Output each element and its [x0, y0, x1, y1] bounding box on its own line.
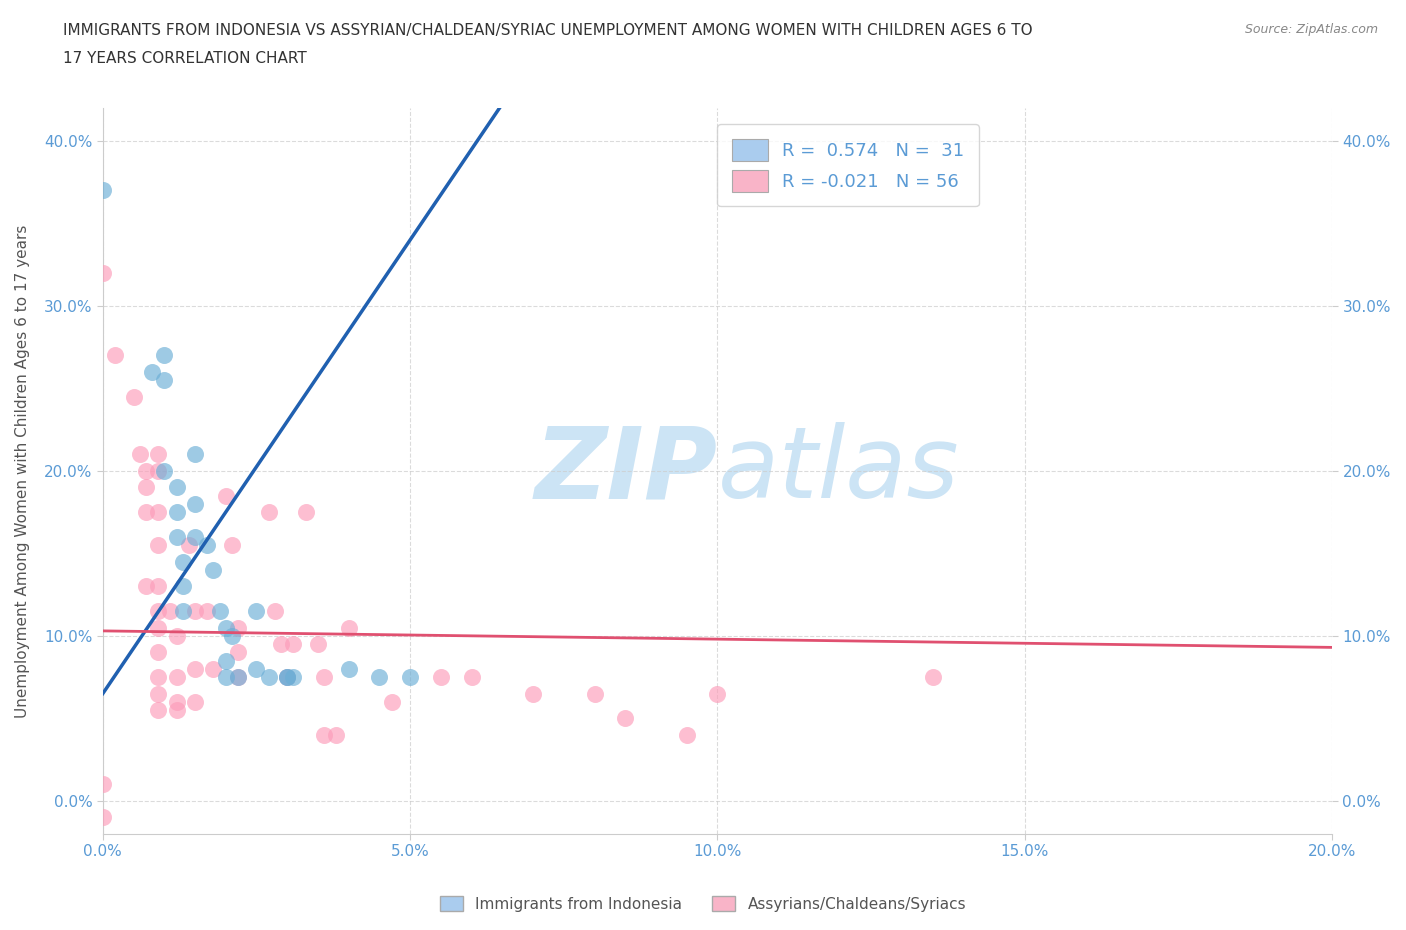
Point — [91, 183, 114, 198]
Point — [166, 505, 188, 520]
Point — [91, 265, 114, 280]
Point — [135, 463, 157, 478]
Point — [312, 670, 335, 684]
Point — [172, 604, 194, 618]
Point — [184, 695, 207, 710]
Point — [153, 373, 176, 388]
Point — [226, 670, 249, 684]
Point — [184, 529, 207, 544]
Point — [135, 505, 157, 520]
Point — [283, 637, 305, 652]
Text: 17 YEARS CORRELATION CHART: 17 YEARS CORRELATION CHART — [63, 51, 307, 66]
Point — [215, 653, 238, 668]
Y-axis label: Unemployment Among Women with Children Ages 6 to 17 years: Unemployment Among Women with Children A… — [15, 224, 30, 718]
Point — [195, 538, 218, 552]
Point — [195, 604, 218, 618]
Point — [264, 604, 287, 618]
Point — [166, 695, 188, 710]
Point — [146, 604, 169, 618]
Point — [135, 578, 157, 593]
Point — [257, 670, 280, 684]
Point — [270, 637, 292, 652]
Point — [166, 629, 188, 644]
Point — [614, 711, 637, 725]
Point — [294, 505, 316, 520]
Point — [276, 670, 298, 684]
Point — [368, 670, 391, 684]
Point — [337, 620, 360, 635]
Point — [522, 686, 544, 701]
Text: ZIP: ZIP — [534, 422, 717, 519]
Point — [184, 604, 207, 618]
Point — [122, 390, 145, 405]
Point — [91, 810, 114, 825]
Point — [276, 670, 298, 684]
Point — [146, 578, 169, 593]
Point — [104, 348, 127, 363]
Point — [202, 563, 225, 578]
Point — [128, 447, 150, 462]
Point — [276, 670, 298, 684]
Point — [381, 695, 404, 710]
Point — [146, 644, 169, 659]
Point — [91, 777, 114, 791]
Point — [141, 365, 163, 379]
Point — [226, 670, 249, 684]
Point — [153, 463, 176, 478]
Point — [245, 604, 267, 618]
Point — [166, 480, 188, 495]
Point — [921, 670, 943, 684]
Point — [202, 661, 225, 676]
Point — [283, 670, 305, 684]
Point — [325, 727, 347, 742]
Point — [146, 670, 169, 684]
Point — [226, 644, 249, 659]
Point — [153, 348, 176, 363]
Point — [184, 447, 207, 462]
Point — [184, 661, 207, 676]
Point — [159, 604, 181, 618]
Point — [146, 505, 169, 520]
Point — [307, 637, 329, 652]
Point — [146, 447, 169, 462]
Point — [208, 604, 231, 618]
Legend: Immigrants from Indonesia, Assyrians/Chaldeans/Syriacs: Immigrants from Indonesia, Assyrians/Cha… — [433, 889, 973, 918]
Point — [257, 505, 280, 520]
Point — [460, 670, 482, 684]
Point — [184, 497, 207, 512]
Text: IMMIGRANTS FROM INDONESIA VS ASSYRIAN/CHALDEAN/SYRIAC UNEMPLOYMENT AMONG WOMEN W: IMMIGRANTS FROM INDONESIA VS ASSYRIAN/CH… — [63, 23, 1033, 38]
Legend: R =  0.574   N =  31, R = -0.021   N = 56: R = 0.574 N = 31, R = -0.021 N = 56 — [717, 125, 979, 206]
Point — [221, 629, 243, 644]
Point — [399, 670, 422, 684]
Point — [172, 578, 194, 593]
Text: atlas: atlas — [717, 422, 959, 519]
Point — [312, 727, 335, 742]
Point — [221, 538, 243, 552]
Point — [172, 554, 194, 569]
Point — [146, 620, 169, 635]
Point — [245, 661, 267, 676]
Point — [706, 686, 728, 701]
Point — [215, 488, 238, 503]
Point — [177, 538, 200, 552]
Point — [583, 686, 606, 701]
Point — [166, 529, 188, 544]
Point — [166, 703, 188, 718]
Point — [215, 620, 238, 635]
Point — [146, 538, 169, 552]
Point — [146, 463, 169, 478]
Point — [146, 686, 169, 701]
Point — [337, 661, 360, 676]
Point — [146, 703, 169, 718]
Text: Source: ZipAtlas.com: Source: ZipAtlas.com — [1244, 23, 1378, 36]
Point — [226, 620, 249, 635]
Point — [215, 670, 238, 684]
Point — [166, 670, 188, 684]
Point — [675, 727, 697, 742]
Point — [430, 670, 453, 684]
Point — [135, 480, 157, 495]
